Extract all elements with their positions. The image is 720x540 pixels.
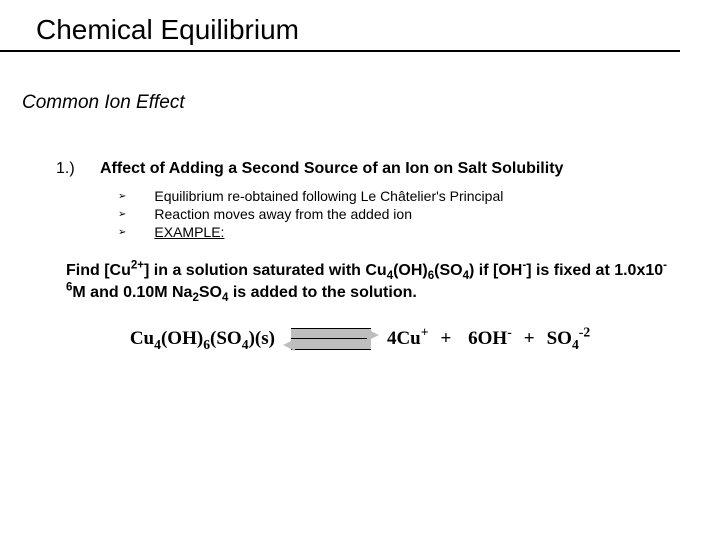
list-item: ➢ Reaction moves away from the added ion (118, 206, 503, 222)
text: Find [Cu (66, 262, 131, 279)
bullet-icon: ➢ (118, 209, 126, 220)
text: 4Cu (387, 328, 421, 349)
reactant: Cu4(OH)6(SO4)(s) (130, 328, 275, 350)
text: is added to the solution. (228, 284, 416, 301)
problem-statement: Find [Cu2+] in a solution saturated with… (66, 260, 680, 303)
example-label: EXAMPLE: (154, 224, 224, 240)
bullet-list: ➢ Equilibrium re-obtained following Le C… (118, 188, 503, 242)
item-number: 1.) (56, 160, 75, 178)
text: Cu (130, 328, 154, 349)
equilibrium-arrow-icon (291, 328, 371, 350)
section-subtitle: Common Ion Effect (22, 92, 185, 114)
text: )(s) (249, 328, 275, 349)
title-underline (0, 50, 680, 52)
product: 4Cu+ (387, 328, 429, 350)
superscript: -2 (579, 325, 590, 340)
superscript: + (421, 325, 429, 340)
chemical-equation: Cu4(OH)6(SO4)(s) 4Cu+ + 6OH- + SO4-2 (0, 328, 720, 350)
bullet-icon: ➢ (118, 227, 126, 238)
text: (SO (434, 262, 462, 279)
text: (OH) (161, 328, 203, 349)
text: 6OH (468, 328, 507, 349)
text: SO (199, 284, 222, 301)
bullet-text: Equilibrium re-obtained following Le Châ… (154, 188, 503, 204)
item-heading: Affect of Adding a Second Source of an I… (100, 160, 563, 178)
subscript: 6 (203, 337, 210, 352)
superscript: 2+ (131, 260, 144, 272)
text: ] in a solution saturated with Cu (144, 262, 387, 279)
text: SO (547, 328, 572, 349)
list-item: ➢ Equilibrium re-obtained following Le C… (118, 188, 503, 204)
subscript: 4 (242, 337, 249, 352)
plus-sign: + (441, 328, 452, 350)
bullet-text: Reaction moves away from the added ion (154, 206, 412, 222)
product: 6OH- (463, 328, 511, 350)
product: SO4-2 (547, 328, 591, 350)
superscript: - (507, 325, 512, 340)
page-title: Chemical Equilibrium (36, 14, 299, 46)
text: ) if [OH (469, 262, 522, 279)
text: M and 0.10M Na (72, 284, 192, 301)
list-item: ➢ EXAMPLE: (118, 224, 503, 240)
subscript: 4 (572, 337, 579, 352)
text: (SO (210, 328, 242, 349)
plus-sign: + (524, 328, 535, 350)
subscript: 4 (154, 337, 161, 352)
bullet-icon: ➢ (118, 191, 126, 202)
text: (OH) (393, 262, 428, 279)
text: ] is fixed at 1.0x10 (526, 262, 663, 279)
